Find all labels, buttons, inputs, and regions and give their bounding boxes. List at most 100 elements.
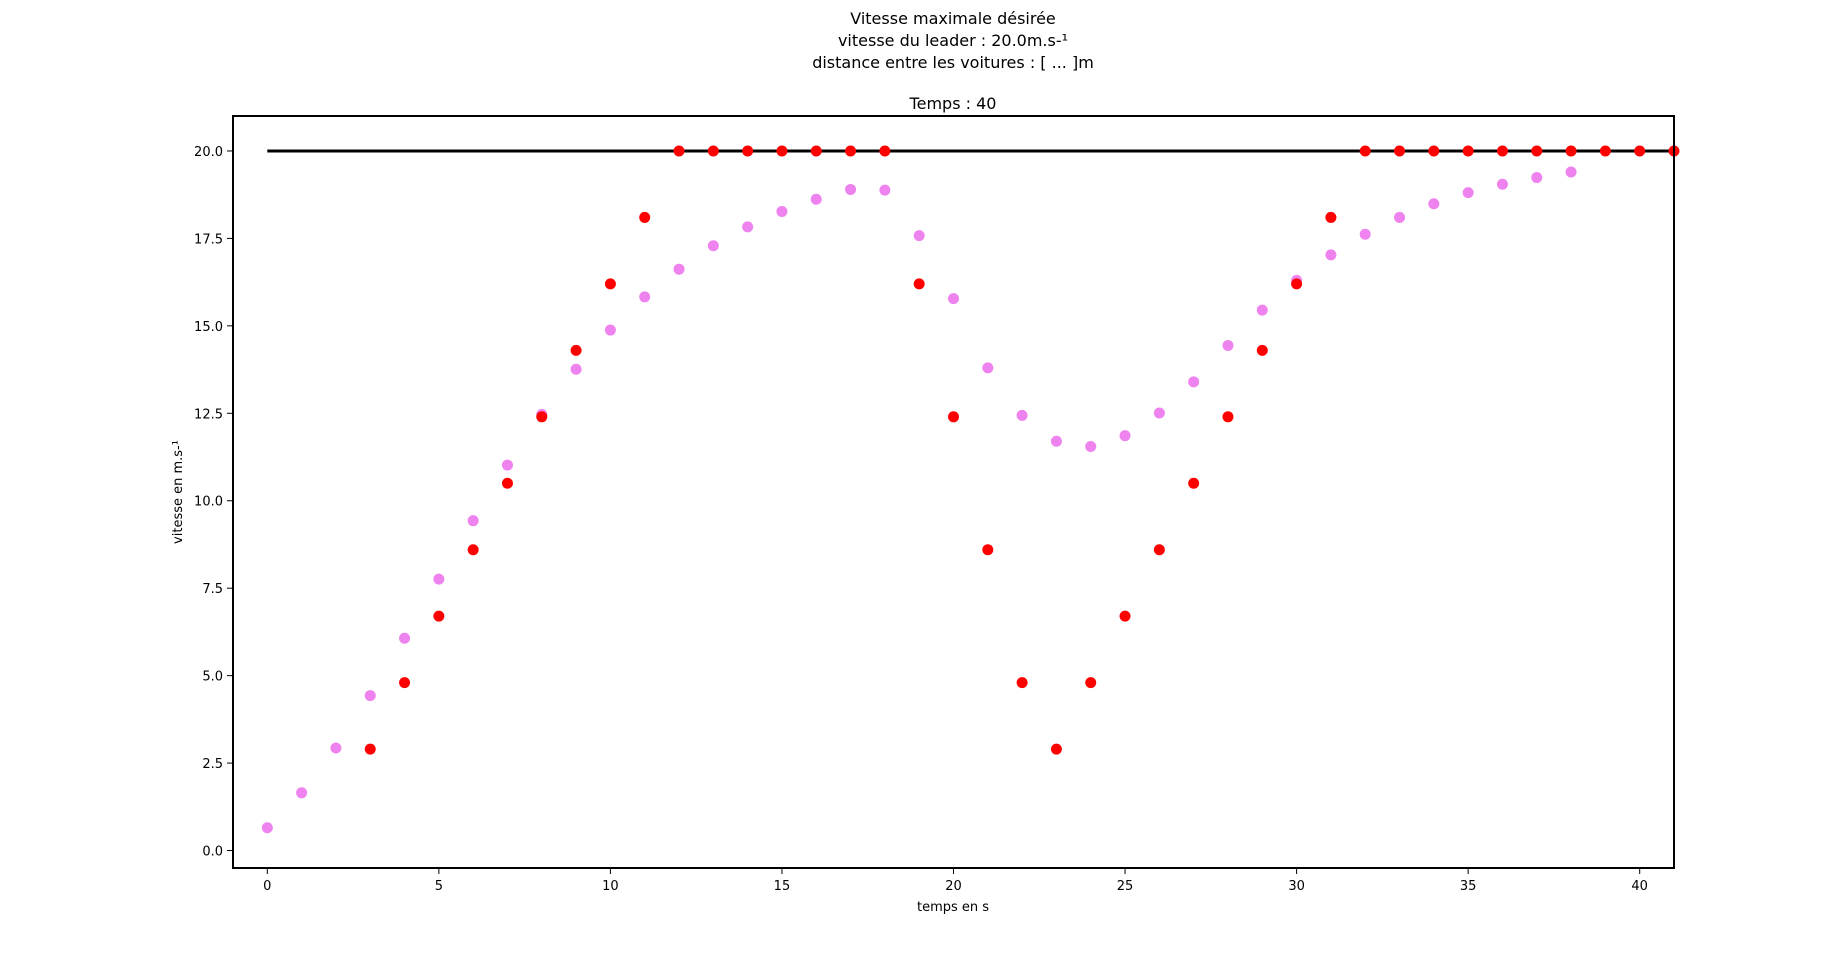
series-2-point [639,211,651,223]
y-tick-label: 0.0 [202,845,223,860]
plot-area [261,145,1680,834]
x-tick-label: 30 [1288,879,1305,894]
series-1-point [433,573,445,585]
y-tick-label: 10.0 [194,495,223,510]
series-2-point [1153,544,1165,556]
series-1-point [1153,407,1165,419]
series-2-point [982,544,994,556]
series-2-point [913,278,925,290]
series-1-point [707,240,719,252]
series-1-point [261,822,273,834]
series-1-point [776,205,788,217]
series-2-point [776,145,788,157]
series-1-point [1222,339,1234,351]
y-tick-label: 5.0 [202,670,223,685]
series-1-point [1119,430,1131,442]
series-1-point [845,183,857,195]
series-2-point [1634,145,1646,157]
x-tick-label: 10 [602,879,619,894]
x-axis-label: temps en s [917,900,989,915]
x-tick-label: 20 [945,879,962,894]
series-2-point [707,145,719,157]
series-2-point [1291,278,1303,290]
series-1-point [399,632,411,644]
x-tick-label: 5 [435,879,443,894]
series-2-point [1050,743,1062,755]
series-1-point [948,293,959,305]
y-tick-label: 20.0 [194,145,223,160]
series-2-point [1085,677,1097,689]
series-1-point [742,221,754,233]
y-axis-label: vitesse en m.s-¹ [171,440,186,544]
series-2-point [810,145,822,157]
series-1-point [1428,198,1440,210]
chart-subtitle: Temps : 40 [909,94,997,113]
series-2-point [1016,677,1028,689]
series-2-point [1188,477,1200,489]
series-2-point [742,145,754,157]
series-1-point [1188,376,1200,388]
series-2-point [1565,145,1577,157]
series-2-point [948,411,959,423]
series-1-point [639,291,651,303]
series-1-point [879,184,891,196]
series-1-point [1085,441,1097,453]
series-2-point [1496,145,1508,157]
series-1-point [330,742,342,754]
y-tick-label: 12.5 [194,407,223,422]
series-2-point [845,145,857,157]
series-2-point [433,610,445,622]
series-2-point [399,677,411,689]
y-tick-label: 7.5 [202,582,223,597]
series-1-point [467,515,479,527]
y-tick-label: 2.5 [202,757,223,772]
chart-title-line-1: Vitesse maximale désirée [850,9,1056,28]
series-1-point [1462,187,1474,199]
series-1-point [364,690,376,702]
series-1-point [1394,211,1406,223]
series-2-point [1394,145,1406,157]
series-2-point [467,544,479,556]
series-1-point [1531,172,1543,184]
series-2-point [1428,145,1440,157]
series-2-point [364,743,376,755]
plot-frame [232,115,1675,869]
series-1-point [604,324,616,336]
chart-title-line-2: vitesse du leader : 20.0m.s-¹ [838,31,1068,50]
series-2-point [570,344,582,356]
series-2-point [1256,344,1268,356]
series-1-point [570,363,582,375]
series-2-point [604,278,616,290]
x-tick-label: 35 [1460,879,1477,894]
series-2-point [501,477,513,489]
series-2-point [879,145,891,157]
series-2-point [1119,610,1131,622]
y-tick-label: 15.0 [194,320,223,335]
series-2-point [536,411,548,423]
series-1-point [1496,178,1508,190]
chart-title-line-3: distance entre les voitures : [ ... ]m [812,53,1094,72]
series-1-point [1325,249,1337,261]
series-2-point [1462,145,1474,157]
series-1-point [1256,304,1268,316]
series-1-point [296,787,308,799]
x-tick-label: 0 [263,879,271,894]
series-2-point [1599,145,1611,157]
series-1-point [1359,228,1371,240]
series-1-point [913,230,925,242]
series-1-point [673,263,685,275]
series-2-point [673,145,685,157]
series-1-point [1016,409,1028,421]
series-2-point [1531,145,1543,157]
series-2-point [1222,411,1234,423]
series-1-point [810,193,822,205]
series-1-point [1565,166,1577,178]
x-tick-label: 40 [1631,879,1648,894]
x-tick-label: 15 [774,879,791,894]
y-tick-label: 17.5 [194,232,223,247]
series-2-point [1325,211,1337,223]
x-tick-label: 25 [1117,879,1134,894]
series-1-point [1050,435,1062,447]
series-2-point [1359,145,1371,157]
